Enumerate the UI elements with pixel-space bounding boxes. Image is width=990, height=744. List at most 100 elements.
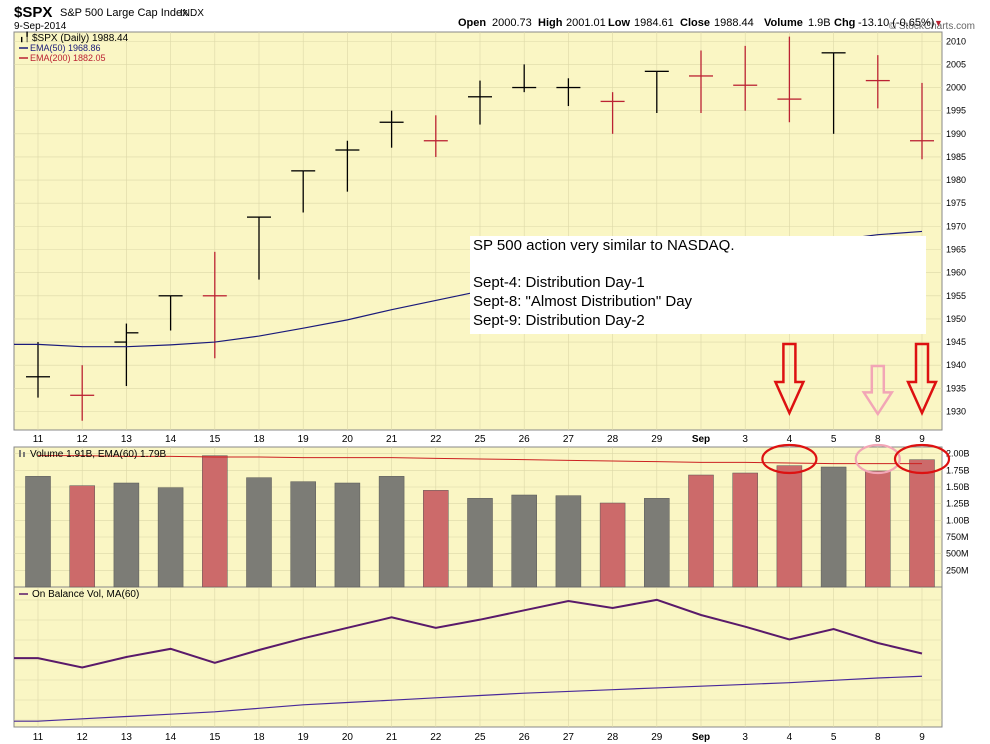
volume-bar (246, 477, 272, 588)
x-tick-label-bottom: 9 (919, 732, 925, 743)
volume-tick-label: 250M (946, 565, 969, 575)
volume-bar (157, 487, 184, 588)
obv-legend: On Balance Vol, MA(60) (19, 589, 139, 600)
x-tick-label-bottom: 4 (787, 732, 793, 743)
x-tick-label: 18 (253, 434, 265, 445)
x-tick-label-bottom: 15 (209, 732, 221, 743)
volume-bar (290, 481, 316, 588)
distribution-arrow-icon (773, 342, 806, 417)
volume-bar (467, 498, 493, 588)
volume-ema60-line (38, 455, 922, 465)
price-tick-label: 1970 (946, 221, 966, 231)
x-tick-label-bottom: 20 (342, 732, 354, 743)
x-tick-label-bottom: 8 (875, 732, 881, 743)
price-tick-label: 1990 (946, 129, 966, 139)
annotation-box: SP 500 action very similar to NASDAQ. Se… (470, 236, 926, 334)
volume-bar (776, 465, 803, 588)
distribution-circle (854, 443, 901, 475)
x-tick-label: 5 (831, 434, 837, 445)
x-tick-label-bottom: 25 (474, 732, 486, 743)
price-tick-label: 1940 (946, 360, 966, 370)
low-value: 1984.61 (634, 17, 674, 29)
x-tick-label: 22 (430, 434, 442, 445)
volume-tick-label: 1.50B (946, 482, 970, 492)
x-tick-label: 25 (474, 434, 486, 445)
volume-bar (909, 459, 935, 588)
volume-bar (732, 472, 758, 588)
x-tick-label-bottom: 12 (77, 732, 89, 743)
obv-legend-text: On Balance Vol, MA(60) (32, 589, 139, 600)
x-tick-label-bottom: 5 (831, 732, 837, 743)
volume-value: 1.9B (808, 17, 831, 29)
volume-legend-text: Volume 1.91B, EMA(60) 1.79B (30, 449, 167, 460)
x-tick-label: 13 (121, 434, 133, 445)
x-tick-label: 11 (33, 434, 44, 445)
x-tick-label-bottom: 28 (607, 732, 619, 743)
volume-tick-label: 2.00B (946, 449, 970, 459)
volume-tick-label: 1.25B (946, 499, 970, 509)
volume-legend: Volume 1.91B, EMA(60) 1.79B (19, 449, 167, 460)
price-tick-label: 1995 (946, 106, 966, 116)
volume-bar (688, 474, 714, 588)
x-tick-label: 3 (742, 434, 748, 445)
annotation-background (470, 236, 926, 334)
x-tick-label-bottom: 27 (563, 732, 575, 743)
x-tick-label: 28 (607, 434, 619, 445)
price-panel (13, 31, 943, 431)
volume-bar (511, 494, 537, 588)
volume-tick-label: 500M (946, 549, 969, 559)
chg-down-icon: ▼ (934, 18, 943, 28)
x-tick-label: 20 (342, 434, 354, 445)
x-tick-label-bottom: 13 (121, 732, 133, 743)
volume-bar (69, 485, 95, 588)
x-tick-label: 12 (77, 434, 89, 445)
volume-bars (25, 455, 935, 588)
high-label: High (538, 17, 563, 29)
price-tick-label: 2010 (946, 36, 966, 46)
obv-line (14, 598, 923, 669)
distribution-circle (893, 443, 951, 475)
volume-tick-label: 750M (946, 532, 969, 542)
date-label: 9-Sep-2014 (14, 21, 67, 32)
volume-bar (202, 455, 228, 588)
volume-legend-icon (19, 450, 21, 457)
price-legend-icon: ╻╿ (19, 31, 30, 43)
volume-tick-label: 1.00B (946, 515, 970, 525)
x-tick-label-bottom: 29 (651, 732, 663, 743)
x-tick-label: 4 (787, 434, 793, 445)
x-tick-label: Sep (692, 434, 710, 445)
annotation-line-1: SP 500 action very similar to NASDAQ. (473, 237, 735, 254)
annotation-line-3: Sept-8: "Almost Distribution" Day (473, 293, 693, 310)
open-value: 2000.73 (492, 17, 532, 29)
price-tick-label: 2000 (946, 83, 966, 93)
price-tick-label: 1975 (946, 198, 966, 208)
symbol-label: $SPX (14, 4, 52, 21)
volume-bar (25, 476, 51, 588)
volume-bar (113, 482, 140, 588)
distribution-arrow-icon (861, 364, 895, 417)
volume-bar (555, 495, 582, 588)
volume-legend-icon-bar (23, 452, 25, 457)
x-tick-label: 15 (209, 434, 221, 445)
ohlc-summary: Open 2000.73 High 2001.01 Low 1984.61 Cl… (458, 17, 943, 29)
volume-bar (820, 466, 847, 588)
chg-label: Chg (834, 17, 855, 29)
obv-panel (13, 586, 943, 728)
chg-value: -13.10 (-0.65%) (858, 17, 934, 29)
price-tick-label: 1935 (946, 383, 966, 393)
x-tick-label-bottom: Sep (692, 732, 710, 743)
index-name-label: S&P 500 Large Cap Index (60, 7, 188, 19)
x-tick-label-bottom: 21 (386, 732, 398, 743)
price-legend: ╻╿ $SPX (Daily) 1988.44 EMA(50) 1968.86 … (19, 31, 129, 63)
markup-layer (761, 342, 951, 475)
price-tick-label: 2005 (946, 59, 966, 69)
x-tick-label-bottom: 22 (430, 732, 442, 743)
axis-labels: 11 11 12 12 13 13 14 14 15 15 18 18 19 19 20 20 21 21 22 22… (33, 36, 970, 743)
close-label: Close (680, 17, 710, 29)
x-tick-label-bottom: 19 (298, 732, 310, 743)
x-tick-label: 14 (165, 434, 177, 445)
x-tick-label: 21 (386, 434, 398, 445)
price-tick-label: 1930 (946, 406, 966, 416)
x-tick-label: 8 (875, 434, 881, 445)
